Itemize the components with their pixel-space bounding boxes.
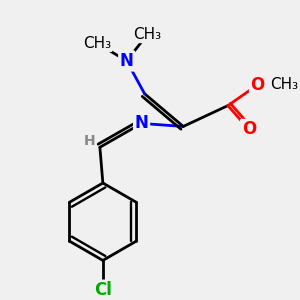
Text: CH₃: CH₃ <box>134 27 162 42</box>
Text: N: N <box>120 52 134 70</box>
Text: Cl: Cl <box>94 281 112 299</box>
Text: O: O <box>242 120 256 138</box>
Text: H: H <box>83 134 95 148</box>
Text: O: O <box>250 76 265 94</box>
Text: CH₃: CH₃ <box>83 36 111 51</box>
Text: N: N <box>135 115 148 133</box>
Text: CH₃: CH₃ <box>270 77 298 92</box>
